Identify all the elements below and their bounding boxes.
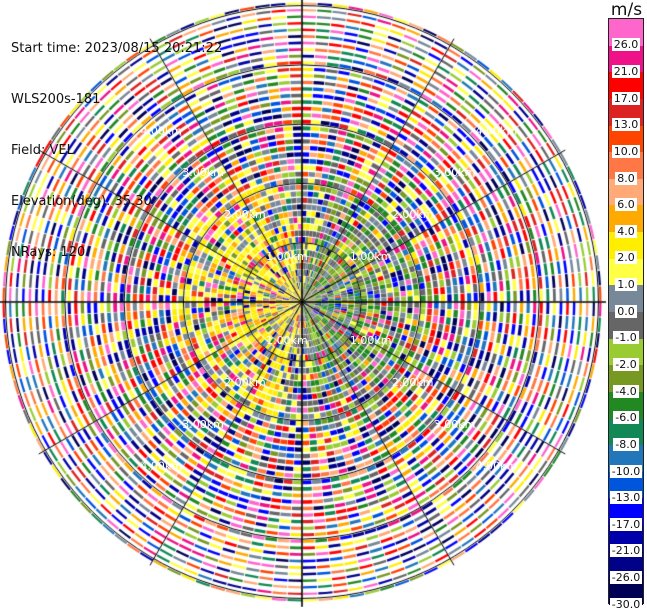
colorbar-tick-label: -1.0 [613, 331, 639, 345]
colorbar-tick-label: 26.0 [611, 38, 641, 52]
range-ring-label: 1.00km [350, 334, 392, 347]
range-ring-label: 4.00km [476, 124, 518, 137]
colorbar-tick-label: 10.0 [611, 144, 641, 158]
range-ring-label: 2.00km [224, 376, 266, 389]
elevation-label: Elevation(deg): 35.30 [11, 194, 152, 209]
colorbar-tick-label: -8.0 [613, 437, 639, 451]
colorbar: 26.0 21.0 17.0 13.0 10.0 8.0 6.0 4.0 2.0 1.0 0.0 -1… [608, 18, 644, 611]
colorbar-tick-label: 0.0 [615, 304, 637, 318]
range-ring-label: 1.00km [266, 250, 308, 263]
colorbar-tick-label: -2.0 [613, 357, 639, 371]
range-ring-label: 3.00km [182, 418, 224, 431]
colorbar-tick-label: 8.0 [615, 171, 637, 185]
colorbar-tick-label: 13.0 [611, 118, 641, 132]
range-ring-label: 1.00km [266, 334, 308, 347]
colorbar-tick-label: -6.0 [613, 411, 639, 425]
range-ring-label: 2.00km [392, 208, 434, 221]
range-ring-label: 4.00km [140, 460, 182, 473]
colorbar-tick-label: -21.0 [609, 544, 643, 558]
colorbar-unit: m/s [610, 0, 643, 20]
range-ring-label: 3.00km [434, 166, 476, 179]
range-ring-label: 4.00km [476, 460, 518, 473]
colorbar-tick-label: -17.0 [609, 517, 643, 531]
range-ring-label: 2.00km [224, 208, 266, 221]
colorbar-tick-label: 17.0 [611, 91, 641, 105]
colorbar-tick-label: 2.0 [615, 251, 637, 265]
instrument-label: WLS200s-181 [11, 92, 101, 107]
range-ring-label: 3.00km [434, 418, 476, 431]
colorbar-tick-label: 21.0 [611, 64, 641, 78]
range-ring-label: 2.00km [392, 376, 434, 389]
range-ring-label: 1.00km [350, 250, 392, 263]
field-label: Field: VEL [11, 143, 74, 158]
colorbar-tick-label: 4.0 [615, 224, 637, 238]
colorbar-tick-label: -10.0 [609, 464, 643, 478]
colorbar-tick-label: 1.0 [615, 278, 637, 292]
info-panel: Start time: 2023/08/15 20:21:22 WLS200s-… [11, 6, 222, 278]
range-ring-label: 3.00km [182, 166, 224, 179]
colorbar-tick-label: -13.0 [609, 491, 643, 505]
colorbar-tick-label: -4.0 [613, 384, 639, 398]
range-ring-label: 4.00km [140, 124, 182, 137]
nrays-label: NRays: 120 [11, 245, 86, 260]
start-time-label: Start time: 2023/08/15 20:21:22 [11, 41, 223, 56]
colorbar-tick-label: 6.0 [615, 198, 637, 212]
colorbar-tick-label: -26.0 [609, 571, 643, 585]
